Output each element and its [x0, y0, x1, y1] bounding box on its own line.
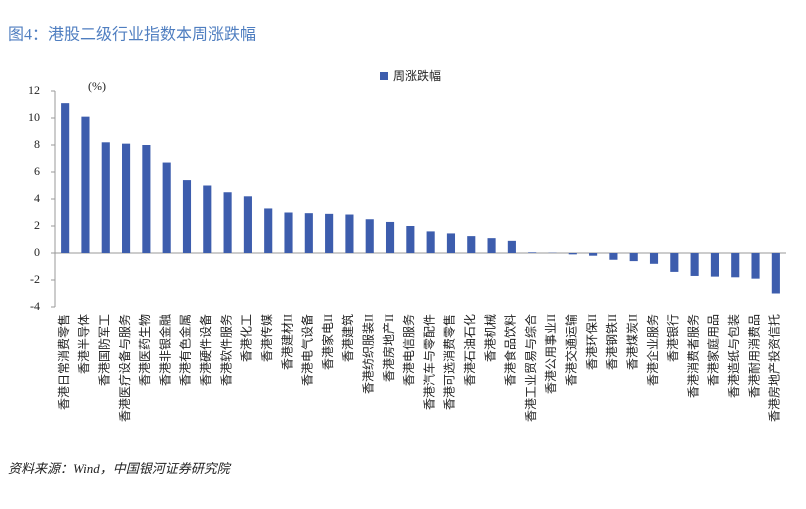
x-tick-label: 香港国防军工: [97, 314, 112, 386]
bar: [81, 117, 89, 253]
x-tick-label: 香港非银金融: [157, 314, 172, 386]
bar: [711, 253, 719, 277]
x-tick-label: 香港化工: [240, 314, 254, 362]
y-tick-label: -2: [30, 272, 40, 286]
x-tick-label: 香港家电II: [320, 314, 335, 370]
x-tick-label: 香港环保II: [585, 314, 599, 370]
chart-title: 图4：港股二级行业指数本周涨跌幅: [8, 26, 256, 44]
x-tick-label: 香港医疗设备与服务: [117, 314, 132, 422]
legend-label: 周涨跌幅: [393, 68, 441, 83]
bar: [569, 253, 577, 254]
x-tick-label: 香港可选消费零售: [442, 314, 457, 410]
bar: [630, 253, 638, 261]
bar: [284, 213, 292, 254]
y-tick-label: 12: [28, 83, 40, 97]
bar: [163, 163, 171, 253]
bar: [731, 253, 739, 277]
x-tick-label: 香港造纸与包装: [727, 314, 741, 398]
legend-swatch: [380, 72, 388, 80]
bar: [447, 233, 455, 253]
x-tick-label: 香港公用事业II: [544, 314, 558, 394]
bar: [670, 253, 678, 272]
x-tick-label: 香港石油石化: [463, 314, 477, 386]
x-tick-label: 香港软件服务: [218, 314, 233, 386]
x-tick-label: 香港有色金属: [178, 314, 193, 386]
x-tick-label: 香港消费者服务: [685, 314, 700, 398]
x-tick-label: 香港硬件设备: [199, 314, 213, 386]
y-tick-label: 8: [34, 137, 40, 151]
bar: [508, 241, 516, 253]
x-tick-label: 香港汽车与零配件: [421, 314, 436, 410]
x-tick-label: 香港电信服务: [401, 314, 416, 386]
x-tick-label: 香港工业贸易与综合: [523, 314, 538, 422]
bar: [224, 192, 232, 253]
y-tick-label: 0: [34, 245, 40, 259]
bar: [386, 222, 394, 253]
y-tick-label: 4: [34, 191, 40, 205]
bar: [488, 238, 496, 253]
x-tick-label: 香港医药生物: [138, 314, 152, 386]
x-tick-label: 香港银行: [666, 314, 680, 362]
bar: [264, 208, 272, 253]
bar: [691, 253, 699, 276]
bar: [528, 252, 536, 253]
bar: [122, 144, 130, 253]
bar: [366, 219, 374, 253]
x-tick-label: 香港建筑: [340, 314, 355, 362]
x-tick-label: 香港半导体: [77, 314, 91, 374]
bar: [102, 142, 110, 253]
x-tick-label: 香港食品饮料: [503, 314, 518, 386]
bar: [406, 226, 414, 253]
bar: [467, 236, 475, 253]
x-tick-label: 香港钢铁II: [605, 314, 619, 370]
x-tick-label: 香港企业服务: [645, 314, 660, 386]
bar: [772, 253, 780, 294]
x-tick-label: 香港房地产投资信托: [767, 314, 782, 422]
y-tick-label: 6: [34, 164, 40, 178]
x-tick-label: 香港家庭用品: [706, 314, 721, 386]
source: 资料来源：Wind，中国银河证券研究院: [8, 461, 232, 476]
bar: [203, 186, 211, 254]
x-tick-label: 香港房地产II: [381, 314, 396, 382]
y-tick-label: -4: [30, 299, 40, 313]
x-tick-label: 香港电气设备: [300, 314, 315, 386]
x-tick-label: 香港建材II: [280, 314, 294, 370]
x-tick-label: 香港交通运输: [564, 314, 579, 386]
y-tick-label: 10: [28, 110, 40, 124]
bar: [142, 145, 150, 253]
bar: [609, 253, 617, 260]
bar: [61, 103, 69, 253]
bar: [345, 215, 353, 253]
x-tick-label: 香港纺织服装II: [361, 314, 375, 394]
x-tick-label: 香港机械: [482, 314, 497, 362]
bar: [589, 253, 597, 256]
x-tick-label: 香港日常消费零售: [56, 314, 71, 410]
bar: [427, 231, 435, 253]
bar: [183, 180, 191, 253]
x-tick-label: 香港传媒: [259, 314, 274, 362]
bar: [305, 213, 313, 253]
y-tick-label: 2: [34, 218, 40, 232]
x-tick-label: 香港耐用消费品: [747, 314, 761, 398]
bar: [244, 196, 252, 253]
bar: [751, 253, 759, 279]
bar: [650, 253, 658, 264]
bar: [325, 214, 333, 253]
x-tick-label: 香港煤炭II: [625, 314, 639, 370]
y-unit: (%): [88, 79, 106, 93]
